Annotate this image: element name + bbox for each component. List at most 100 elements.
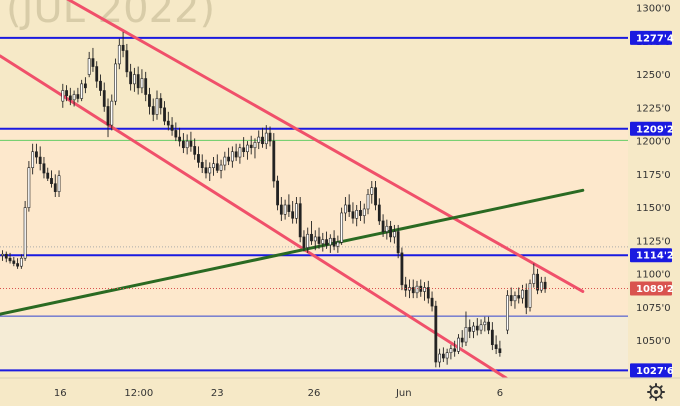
price-zone-1: [0, 128, 628, 317]
candle: [317, 227, 321, 249]
candle: [268, 126, 272, 147]
candle: [159, 93, 163, 115]
candle: [19, 254, 23, 269]
candle: [366, 189, 370, 215]
candle-body: [227, 156, 230, 162]
candle: [257, 130, 261, 150]
candle-body: [374, 187, 377, 206]
candle: [227, 147, 230, 166]
candle: [53, 174, 57, 197]
candle: [291, 200, 295, 224]
price-badge-bg: [630, 281, 672, 296]
candle: [23, 200, 27, 261]
candle: [528, 279, 532, 312]
trend-lines[interactable]: [0, 0, 585, 380]
candle: [498, 340, 502, 357]
candle: [283, 199, 287, 220]
candle-body: [234, 151, 238, 158]
candle: [370, 181, 374, 204]
candle: [438, 348, 442, 368]
candle: [46, 167, 50, 182]
candle-body: [99, 80, 102, 91]
candle-body: [426, 287, 430, 299]
candle: [155, 90, 159, 120]
candle-body: [351, 211, 355, 219]
candle: [479, 319, 483, 335]
candle: [359, 200, 362, 221]
candle: [532, 263, 536, 288]
support-trend-line[interactable]: [0, 188, 585, 316]
candle: [310, 220, 313, 245]
candle-body: [332, 237, 336, 247]
candle: [343, 196, 347, 221]
candle-body: [87, 58, 91, 75]
candle-body: [50, 178, 53, 184]
candle-body: [253, 142, 257, 149]
candle-body: [536, 273, 539, 291]
price-tick-label: 1175'0: [636, 170, 671, 181]
candle-body: [524, 289, 528, 308]
candle-body: [144, 78, 148, 95]
price-tick-label: 1050'0: [636, 336, 671, 347]
candle: [517, 287, 521, 304]
candle: [441, 347, 445, 363]
candle-body: [389, 225, 393, 238]
candle-body: [468, 327, 472, 332]
channel-lower-line[interactable]: [0, 54, 508, 380]
candle: [487, 316, 490, 335]
candle: [340, 207, 344, 245]
candle: [170, 117, 174, 136]
price-tick-label: 1150'0: [636, 203, 671, 214]
candle: [276, 175, 279, 211]
candle: [279, 196, 283, 221]
candle: [230, 146, 234, 168]
channel-upper-line[interactable]: [62, 0, 585, 293]
candle-body: [57, 175, 61, 192]
candle-body: [23, 207, 27, 259]
candle-body: [129, 71, 133, 85]
candle: [61, 83, 65, 108]
horizontal-levels[interactable]: [0, 36, 628, 372]
candle-body: [464, 327, 468, 343]
candle-body: [200, 162, 204, 169]
candle-body: [31, 151, 35, 169]
candle: [457, 334, 460, 355]
candle: [178, 127, 182, 147]
candle-body: [475, 325, 479, 331]
candle-body: [197, 154, 200, 163]
candle-body: [170, 124, 174, 131]
candle-body: [1, 253, 4, 256]
candle-body: [155, 98, 159, 115]
candle-body: [306, 233, 310, 248]
candle: [144, 71, 148, 102]
candle-body: [528, 283, 532, 308]
candle: [246, 141, 249, 160]
candle-body: [163, 107, 166, 122]
candle-body: [12, 260, 16, 264]
price-badge: 1209'2: [630, 121, 674, 136]
candle-body: [193, 146, 197, 155]
candle: [136, 66, 140, 95]
candle-body: [27, 167, 31, 208]
price-badge-bg: [630, 248, 672, 263]
candle: [426, 280, 430, 304]
candle: [411, 279, 415, 299]
price-badge-label: 1114'2: [636, 251, 674, 262]
candle-body: [321, 239, 325, 244]
candle: [460, 330, 464, 348]
candle: [336, 235, 340, 253]
candle-body: [42, 163, 46, 174]
candle-body: [148, 94, 151, 107]
candle: [264, 125, 268, 150]
candle: [325, 231, 328, 249]
gear-icon[interactable]: [647, 383, 665, 401]
candle: [524, 283, 528, 315]
candle: [385, 219, 389, 240]
time-axis[interactable]: 16 12:00 23 26 Jun 6: [0, 377, 680, 406]
price-axis[interactable]: 1300'01275'01250'01225'01200'01175'01150…: [628, 0, 680, 378]
candle: [110, 94, 114, 131]
candle-body: [249, 144, 253, 149]
candle-body: [325, 239, 328, 246]
candle: [121, 31, 125, 58]
